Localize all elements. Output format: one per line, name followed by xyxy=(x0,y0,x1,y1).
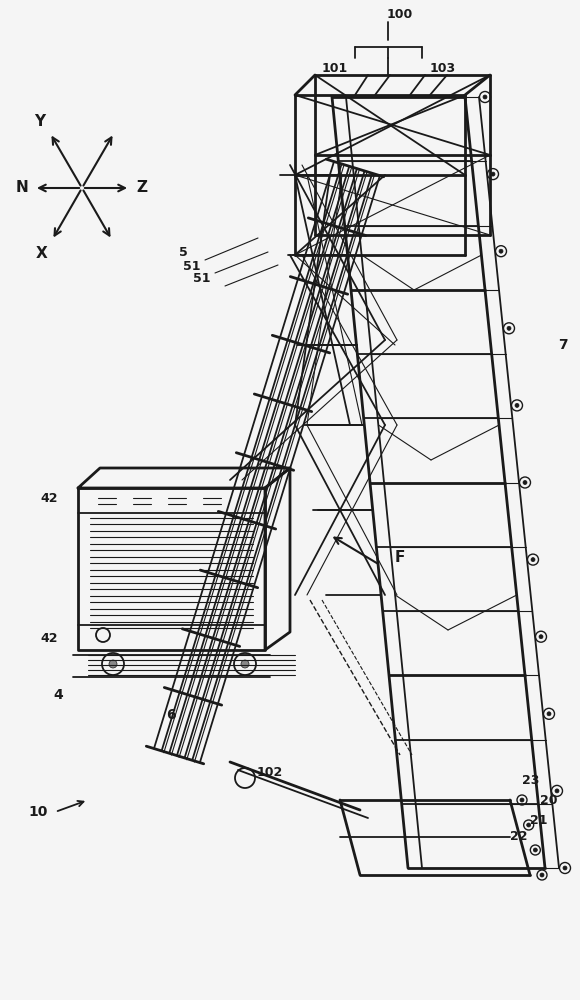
Circle shape xyxy=(520,798,524,802)
Circle shape xyxy=(539,635,543,639)
Circle shape xyxy=(540,873,544,877)
Circle shape xyxy=(531,558,535,562)
Text: 51: 51 xyxy=(183,259,200,272)
Circle shape xyxy=(483,95,487,99)
Text: 7: 7 xyxy=(558,338,568,352)
Circle shape xyxy=(534,848,537,852)
Text: 102: 102 xyxy=(257,766,283,780)
Circle shape xyxy=(109,660,117,668)
Text: 42: 42 xyxy=(41,632,58,645)
Text: 20: 20 xyxy=(540,794,557,806)
Text: Y: Y xyxy=(34,114,46,129)
Circle shape xyxy=(499,249,503,253)
Text: 21: 21 xyxy=(530,814,548,826)
Circle shape xyxy=(507,326,511,330)
Text: F: F xyxy=(395,550,405,566)
Text: X: X xyxy=(36,245,48,260)
Text: 4: 4 xyxy=(53,688,63,702)
Text: 51: 51 xyxy=(193,272,210,286)
Text: 101: 101 xyxy=(322,62,348,75)
Circle shape xyxy=(523,481,527,485)
Text: Z: Z xyxy=(136,180,147,196)
Text: N: N xyxy=(16,180,28,196)
Circle shape xyxy=(515,403,519,407)
Text: 100: 100 xyxy=(387,8,413,21)
Circle shape xyxy=(555,789,559,793)
Circle shape xyxy=(527,823,531,827)
Text: 42: 42 xyxy=(41,491,58,504)
Text: 6: 6 xyxy=(166,708,176,722)
Text: 5: 5 xyxy=(179,246,188,259)
Circle shape xyxy=(241,660,249,668)
Text: 10: 10 xyxy=(28,805,48,819)
Text: 22: 22 xyxy=(510,830,527,844)
Text: 23: 23 xyxy=(522,774,539,786)
Text: 103: 103 xyxy=(430,62,456,75)
Circle shape xyxy=(563,866,567,870)
Circle shape xyxy=(491,172,495,176)
Circle shape xyxy=(547,712,551,716)
